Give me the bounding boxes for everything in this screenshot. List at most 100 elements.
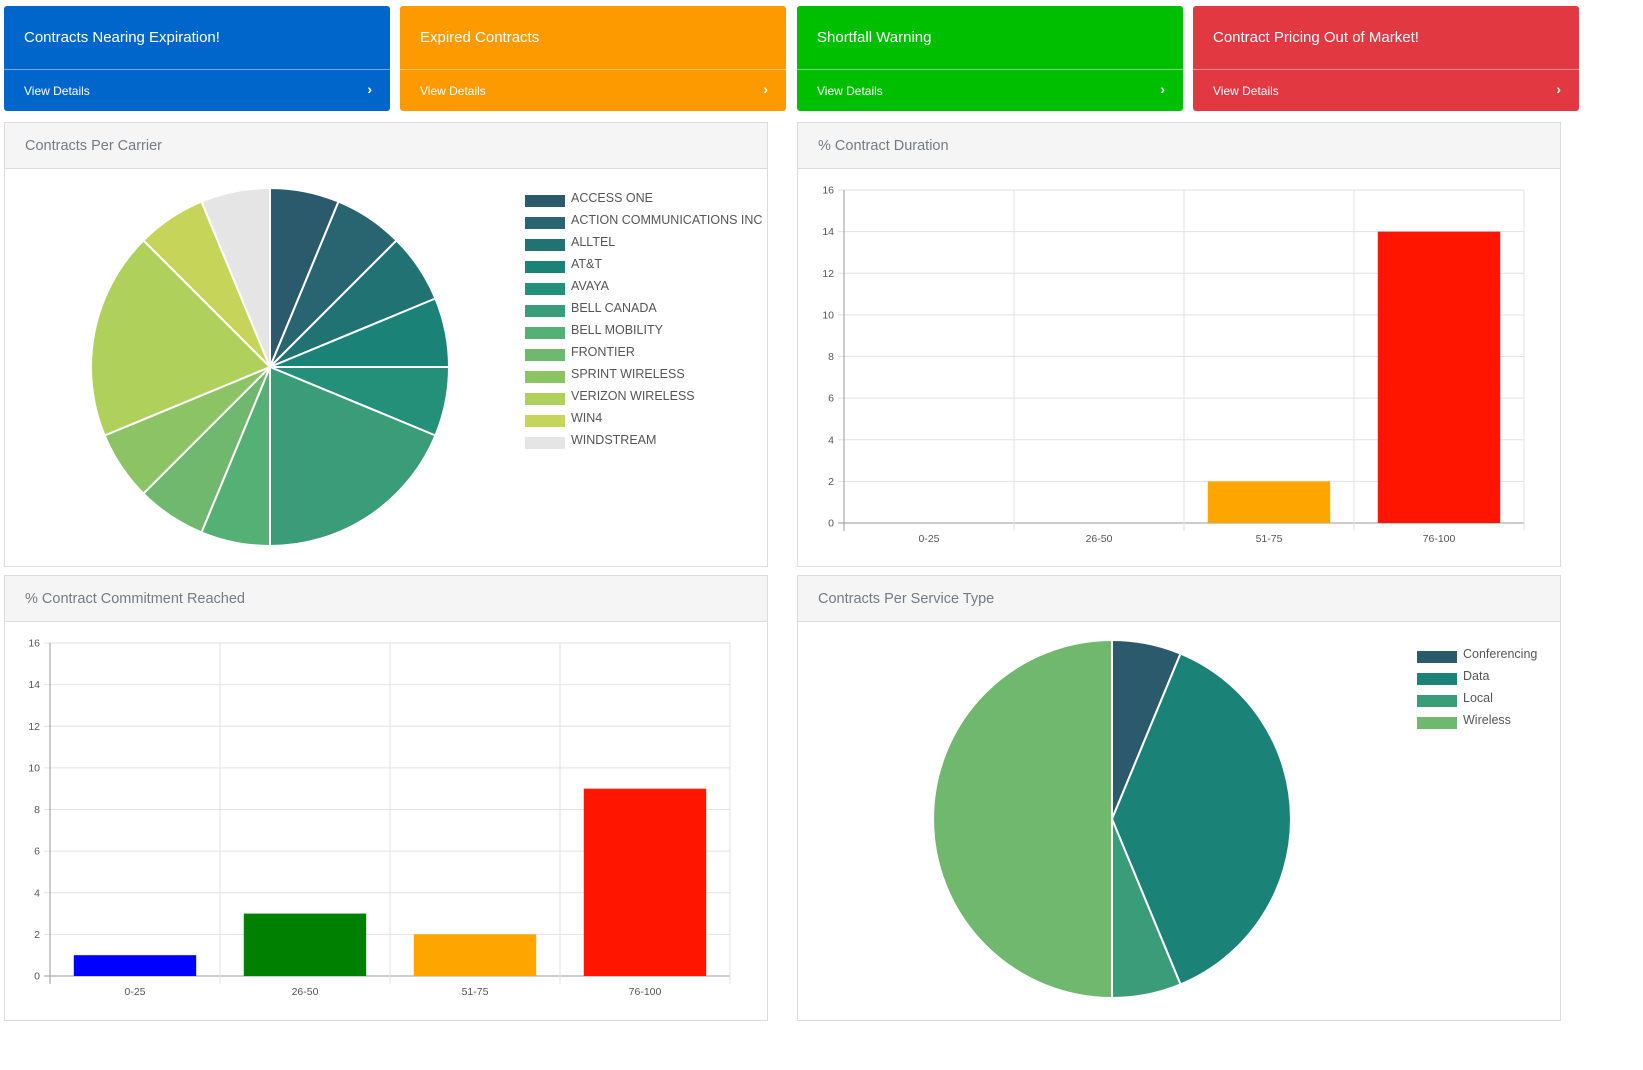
y-tick-label: 6 bbox=[828, 393, 834, 405]
legend-swatch bbox=[525, 239, 565, 251]
y-tick-label: 8 bbox=[828, 351, 834, 363]
x-tick-label: 0-25 bbox=[918, 533, 939, 545]
view-details-link[interactable]: View Details › bbox=[797, 69, 1183, 111]
legend-label: AT&T bbox=[571, 257, 603, 271]
pie-slice-verizon-wireless[interactable] bbox=[90, 239, 272, 437]
y-tick-label: 4 bbox=[828, 434, 834, 446]
legend-label: SPRINT WIRELESS bbox=[571, 367, 685, 381]
panel-title: Contracts Per Service Type bbox=[798, 576, 1560, 622]
legend-label: WIN4 bbox=[571, 411, 603, 425]
bar-0-25[interactable] bbox=[73, 955, 197, 976]
legend-swatch bbox=[525, 437, 565, 449]
chevron-right-icon: › bbox=[1160, 81, 1165, 97]
x-tick-label: 51-75 bbox=[462, 986, 489, 998]
legend-swatch bbox=[525, 371, 565, 383]
legend-swatch bbox=[1417, 673, 1457, 685]
stat-card-pricing-out-of-market: Contract Pricing Out of Market! View Det… bbox=[1193, 6, 1579, 111]
pie-slice-wireless[interactable] bbox=[932, 638, 1113, 1000]
y-tick-label: 14 bbox=[822, 226, 834, 238]
legend-label: Local bbox=[1463, 691, 1493, 705]
y-tick-label: 10 bbox=[822, 309, 834, 321]
chevron-right-icon: › bbox=[763, 81, 768, 97]
legend-swatch bbox=[525, 217, 565, 229]
x-tick-label: 51-75 bbox=[1256, 533, 1283, 545]
bar-26-50[interactable] bbox=[243, 913, 367, 976]
y-tick-label: 10 bbox=[28, 762, 40, 774]
legend-swatch bbox=[525, 195, 565, 207]
legend-swatch bbox=[525, 393, 565, 405]
y-tick-label: 2 bbox=[34, 929, 40, 941]
y-tick-label: 2 bbox=[828, 476, 834, 488]
y-tick-label: 16 bbox=[28, 638, 40, 650]
commitment-reached-panel: 0 2 4 6 8 10 12 14 16 0-25 26-50 51-75 76-100 % Cont… bbox=[4, 575, 768, 1021]
y-tick-label: 0 bbox=[34, 971, 40, 983]
x-tick-label: 26-50 bbox=[1086, 533, 1113, 545]
x-tick-label: 76-100 bbox=[629, 986, 662, 998]
pie-slice-bell-canada[interactable] bbox=[269, 365, 437, 548]
card-title: Contracts Nearing Expiration! bbox=[24, 29, 220, 46]
commitment-bar-chart: 0 2 4 6 8 10 12 14 16 0-25 26-50 51-75 76-100 bbox=[28, 638, 731, 998]
legend-swatch bbox=[1417, 717, 1457, 729]
duration-bar-chart: 0 2 4 6 8 10 12 14 16 0-25 26-50 51-75 76-100 bbox=[822, 185, 1525, 545]
y-tick-label: 14 bbox=[28, 679, 40, 691]
card-title: Contract Pricing Out of Market! bbox=[1213, 29, 1419, 46]
carrier-pie-chart bbox=[90, 186, 451, 548]
legend-label: ACCESS ONE bbox=[571, 191, 653, 205]
y-tick-label: 8 bbox=[34, 804, 40, 816]
legend-label: VERIZON WIRELESS bbox=[571, 389, 695, 403]
legend-label: BELL CANADA bbox=[571, 301, 657, 315]
service-type-panel: Contracts Per Service Type Conferencing D… bbox=[797, 575, 1561, 1021]
pie-slice-windstream[interactable] bbox=[200, 186, 271, 368]
panel-title: Contracts Per Carrier bbox=[5, 123, 767, 169]
view-details-label: View Details bbox=[817, 84, 883, 98]
legend-swatch bbox=[525, 261, 565, 273]
panel-title: % Contract Duration bbox=[798, 123, 1560, 169]
chevron-right-icon: › bbox=[1556, 81, 1561, 97]
bar-76-100[interactable] bbox=[583, 788, 707, 976]
stat-card-shortfall-warning: Shortfall Warning View Details › bbox=[797, 6, 1183, 111]
x-tick-label: 0-25 bbox=[124, 986, 145, 998]
view-details-label: View Details bbox=[420, 84, 486, 98]
contract-duration-panel: 0 2 4 6 8 10 12 14 16 0-25 26-50 51-75 76-100 % Cont… bbox=[797, 122, 1561, 567]
view-details-link[interactable]: View Details › bbox=[400, 69, 786, 111]
legend-label: AVAYA bbox=[571, 279, 609, 293]
legend-swatch bbox=[525, 283, 565, 295]
bar-51-75[interactable] bbox=[1207, 481, 1331, 523]
pie-slice-data[interactable] bbox=[1110, 652, 1292, 986]
x-tick-label: 76-100 bbox=[1423, 533, 1456, 545]
service-type-pie-chart bbox=[932, 638, 1292, 1000]
legend-label: ALLTEL bbox=[571, 235, 616, 249]
stat-card-expired-contracts: Expired Contracts View Details › bbox=[400, 6, 786, 111]
y-tick-label: 12 bbox=[822, 268, 834, 280]
y-tick-label: 16 bbox=[822, 185, 834, 197]
contracts-per-carrier-panel: Contracts Per Carrier ACCESS ONE ACTION C… bbox=[4, 122, 768, 567]
view-details-link[interactable]: View Details › bbox=[1193, 69, 1579, 111]
legend-swatch bbox=[1417, 695, 1457, 707]
view-details-link[interactable]: View Details › bbox=[4, 69, 390, 111]
y-tick-label: 12 bbox=[28, 721, 40, 733]
y-tick-label: 4 bbox=[34, 887, 40, 899]
y-tick-label: 0 bbox=[828, 518, 834, 530]
view-details-label: View Details bbox=[24, 84, 90, 98]
legend-swatch bbox=[525, 349, 565, 361]
bar-76-100[interactable] bbox=[1377, 231, 1501, 523]
y-tick-label: 6 bbox=[34, 846, 40, 858]
panel-title: % Contract Commitment Reached bbox=[5, 576, 767, 622]
chevron-right-icon: › bbox=[367, 81, 372, 97]
card-title: Shortfall Warning bbox=[817, 29, 932, 46]
legend-swatch bbox=[525, 327, 565, 339]
legend-label: WINDSTREAM bbox=[571, 433, 657, 447]
card-title: Expired Contracts bbox=[420, 29, 540, 46]
legend-swatch bbox=[1417, 651, 1457, 663]
legend-label: Wireless bbox=[1463, 713, 1511, 727]
legend-swatch bbox=[525, 415, 565, 427]
view-details-label: View Details bbox=[1213, 84, 1279, 98]
legend-label: ACTION COMMUNICATIONS INC bbox=[571, 213, 763, 227]
bar-51-75[interactable] bbox=[413, 934, 537, 976]
legend-label: BELL MOBILITY bbox=[571, 323, 663, 337]
legend-label: Conferencing bbox=[1463, 647, 1538, 661]
legend-swatch bbox=[525, 305, 565, 317]
legend-label: FRONTIER bbox=[571, 345, 635, 359]
legend-label: Data bbox=[1463, 669, 1490, 683]
x-tick-label: 26-50 bbox=[292, 986, 319, 998]
